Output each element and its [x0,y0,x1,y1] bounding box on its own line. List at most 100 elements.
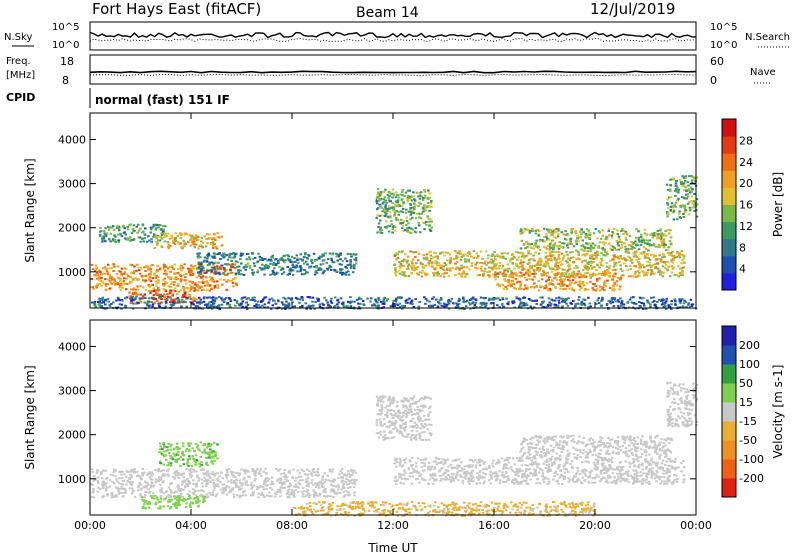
velocity-cell [186,458,189,461]
velocity-cell [317,473,321,476]
velocity-cell [235,479,238,481]
power-cell [642,307,645,310]
power-cell [143,233,147,236]
power-cell [135,269,138,272]
power-cell [519,275,522,278]
power-cell [473,304,477,306]
power-cell [660,260,663,263]
power-cell [401,273,405,276]
velocity-cell [252,493,255,496]
power-cell [575,243,579,245]
power-cell [601,296,604,299]
power-cell [680,267,683,270]
power-cell [120,284,124,287]
power-cell [152,225,155,228]
velocity-cell [195,485,198,488]
velocity-cell [254,470,257,473]
velocity-cell [185,468,188,471]
power-cell [678,254,681,257]
power-cell [670,303,673,306]
power-cell [485,263,488,266]
power-cell [212,280,216,283]
power-cell [366,297,369,300]
power-cell [225,273,229,276]
power-cell [434,255,437,258]
power-cell [589,264,593,267]
power-cell [149,292,152,294]
velocity-cell [169,445,172,448]
power-cell [669,184,672,187]
velocity-cell [340,481,344,484]
power-cell [553,228,556,231]
power-cell [631,243,635,246]
power-cell [426,215,430,218]
power-cell [251,299,254,301]
power-cell [311,261,314,264]
power-cell [113,280,116,283]
power-cell [533,270,536,273]
power-cell [247,297,250,300]
power-cell [208,275,212,278]
power-cell [228,305,232,308]
power-cell [409,207,412,210]
power-cell [464,300,467,303]
power-cell [498,261,502,264]
power-cell [286,254,289,257]
power-cell [504,275,507,278]
power-cell [405,268,409,270]
velocity-cell [188,455,191,458]
power-cell [353,300,356,303]
power-cell [189,297,192,300]
power-cell [612,284,615,287]
power-cell [131,295,134,298]
power-cell [98,300,101,303]
velocity-cell [141,472,144,474]
velocity-cell [283,481,287,484]
power-cell [612,265,616,268]
power-cell [539,285,542,288]
power-cell [398,205,401,207]
power-cell [549,245,552,248]
power-cell [515,281,519,284]
power-cell [481,257,484,260]
power-cell [394,269,397,272]
power-cell [555,258,558,261]
power-cell [471,302,474,305]
power-cell [191,241,194,244]
velocity-cell [201,451,204,454]
power-cell [185,282,188,285]
power-cell [155,274,159,277]
velocity-cell [221,477,225,480]
velocity-cell [340,476,343,479]
velocity-cell [111,480,114,483]
power-cell [410,195,413,198]
power-cell [209,237,212,239]
velocity-cell [253,484,256,487]
power-cell [133,265,136,268]
velocity-cell [212,450,215,453]
power-cell [546,262,549,265]
velocity-cell [237,486,241,489]
power-cell [379,226,382,229]
power-cell [635,250,638,253]
power-cell [586,288,589,291]
power-cell [256,269,260,272]
velocity-cell [186,460,189,463]
power-cell [522,261,525,264]
velocity-cell [124,489,127,492]
power-cell [599,261,602,264]
power-cell [662,234,665,237]
power-cell [173,272,177,275]
power-cell [459,273,462,276]
power-cell [285,300,288,303]
velocity-cell [343,474,346,477]
power-cell [681,269,684,272]
power-cell [563,283,567,286]
power-cell [195,301,199,304]
power-cell [685,306,688,308]
power-cell [628,244,631,247]
power-cell [515,262,518,265]
power-cell [620,243,624,246]
velocity-cell [229,489,232,492]
power-colorbar-segment [722,153,736,171]
